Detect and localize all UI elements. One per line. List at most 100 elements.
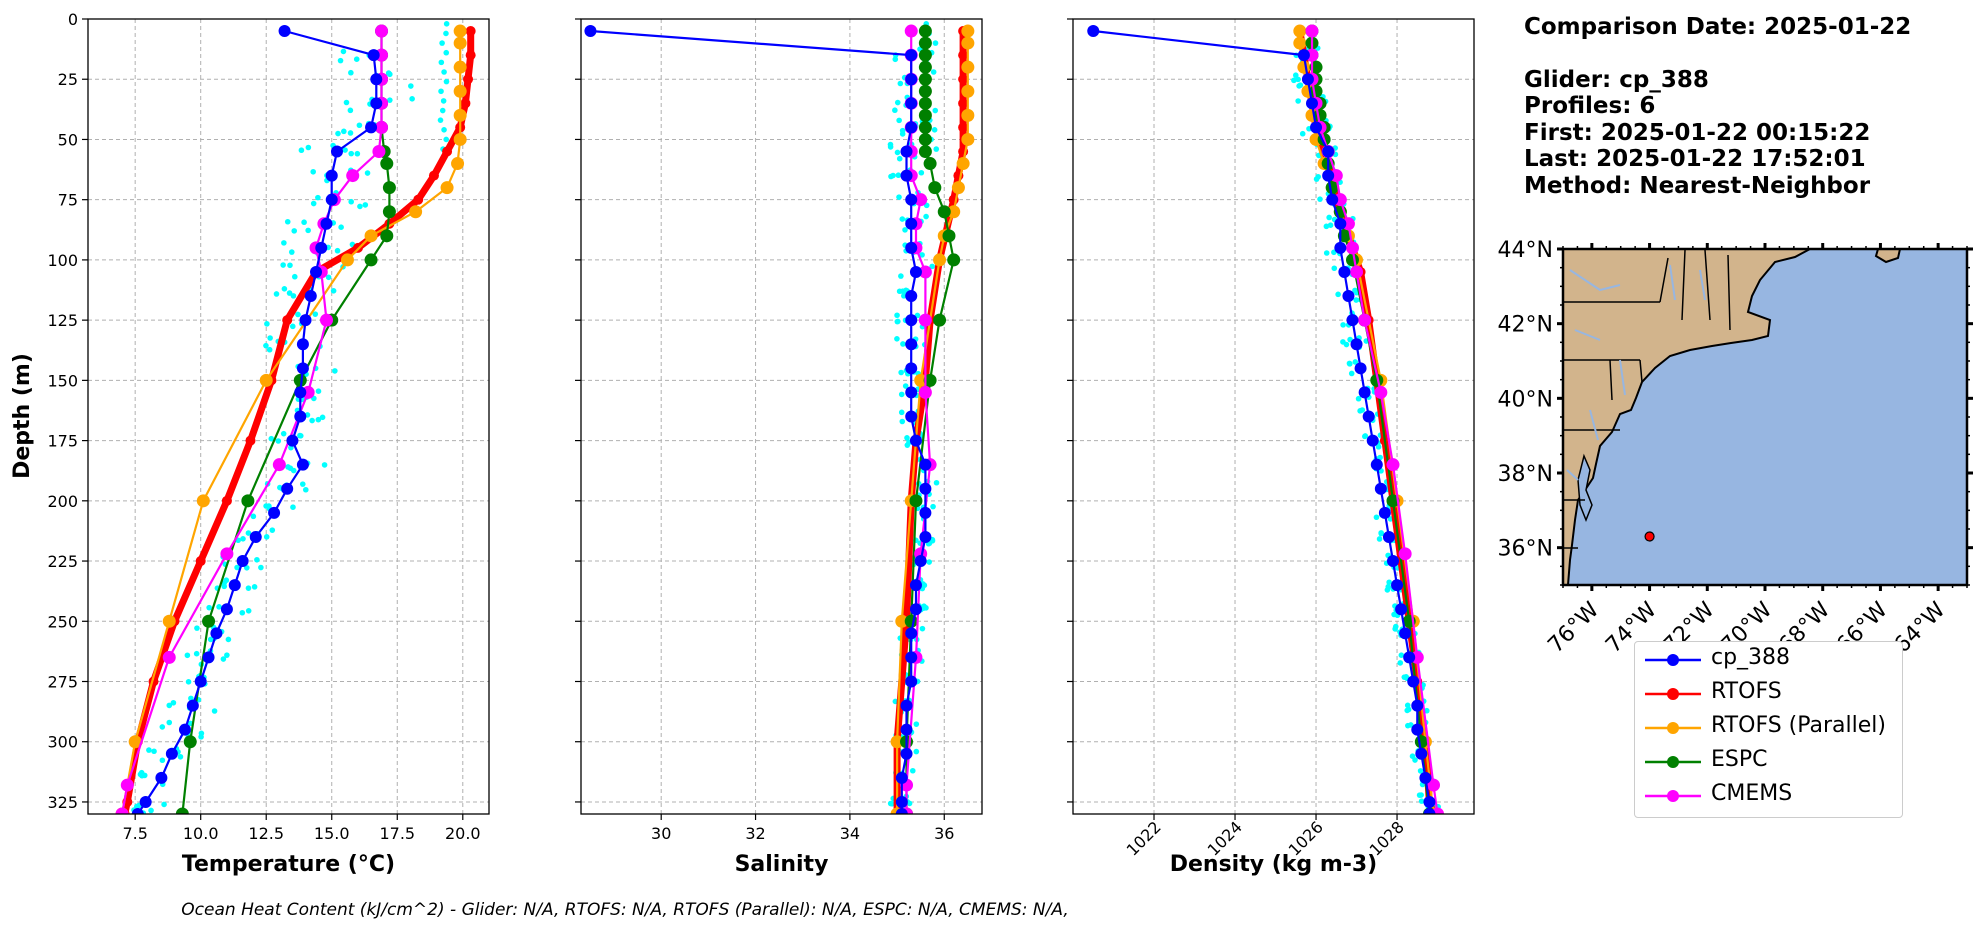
series-point [1334,217,1347,230]
raw-profile-point [185,679,192,685]
raw-profile-point [321,462,328,468]
series-point [1346,314,1359,327]
series-point [928,181,942,195]
series-point [221,495,232,506]
series-point [958,122,969,133]
series-point [1391,579,1404,592]
raw-profile-point [288,249,295,255]
series-point [914,373,928,387]
raw-profile-point [290,293,297,299]
series-point [905,97,918,110]
series-point [905,338,918,351]
raw-profile-point [198,730,205,737]
map-lat-label: 44°N [1498,238,1553,263]
raw-profile-point [443,78,450,85]
series-line-rtofs-parallel- [1298,31,1435,814]
raw-profile-point [273,291,280,297]
series-point [961,24,975,38]
raw-profile-point [332,368,338,374]
series-point [155,771,168,784]
plot-area [584,21,975,814]
raw-profile-point [1352,359,1359,365]
raw-profile-point [362,202,369,208]
series-point [375,24,389,38]
raw-profile-point [315,388,322,394]
raw-profile-point [354,150,361,157]
raw-profile-point [221,583,228,590]
series-point [942,229,956,243]
series-point [905,73,918,86]
legend-item-glider: cp_388 [1635,642,1902,676]
series-point [958,98,969,109]
raw-profile-point [408,83,414,89]
raw-profile-point [343,99,350,106]
raw-profile-point [342,147,348,153]
raw-profile-point [1323,250,1330,256]
raw-profile-point [894,318,901,325]
raw-profile-point [1353,297,1359,303]
series-point [382,181,396,195]
series-point [1423,808,1436,814]
series-point [1310,121,1323,134]
series-point [1411,723,1424,736]
raw-profile-point [898,391,905,398]
raw-profile-point [1335,291,1341,298]
series-point [315,241,328,254]
raw-profile-point [315,194,321,201]
raw-profile-point [929,263,935,270]
raw-profile-point [896,117,902,124]
raw-profile-point [337,57,344,64]
raw-profile-point [193,650,200,657]
raw-profile-point [896,155,903,162]
map-panel: 44°N42°N40°N38°N36°N76°W74°W72°W70°W68°W… [1498,238,1973,658]
map-lat-label: 36°N [1498,537,1553,562]
raw-profile-point [1373,514,1380,521]
raw-profile-point [1297,82,1304,88]
series-point [918,132,932,146]
series-point [918,96,932,110]
series-point [282,315,293,326]
series-point [1414,735,1428,749]
series-point [1370,373,1384,387]
raw-profile-point [1343,341,1350,348]
info-text-block: Comparison Date: 2025-01-22 Glider: cp_3… [1524,14,1911,199]
raw-profile-point [919,252,925,258]
series-point [202,614,216,628]
series-point [1386,494,1400,508]
raw-profile-point [895,172,902,179]
series-point [1326,193,1339,206]
y-tick-label: 200 [47,492,78,511]
series-point [1378,506,1391,519]
series-point [1374,385,1388,399]
raw-profile-point [159,724,166,730]
series-point [961,132,975,146]
series-point [236,555,249,568]
raw-profile-point [281,240,287,246]
raw-profile-point [1346,361,1353,367]
map-lat-label: 42°N [1498,313,1553,338]
raw-profile-point [441,69,447,75]
raw-profile-point [897,80,904,87]
series-line-rtofs-parallel- [895,31,969,814]
series-point [1322,169,1335,182]
series-point [1382,530,1395,543]
raw-profile-point [220,656,227,662]
raw-profile-point [887,800,894,807]
raw-profile-point [443,30,449,37]
raw-profile-point [438,88,444,95]
y-axis-label: Depth (m) [10,353,35,479]
map-bay [1577,453,1593,523]
series-point [1370,458,1383,471]
raw-profile-point [1362,433,1369,439]
raw-profile-point [902,383,909,389]
series-point [1322,145,1335,158]
series-point [900,747,913,760]
series-point [293,373,307,387]
series-point [1358,386,1371,399]
raw-profile-point [302,486,309,493]
series-point [304,290,317,303]
raw-profile-point [364,170,371,176]
series-point [453,84,467,98]
series-point [178,723,191,736]
series-point [1386,458,1400,472]
